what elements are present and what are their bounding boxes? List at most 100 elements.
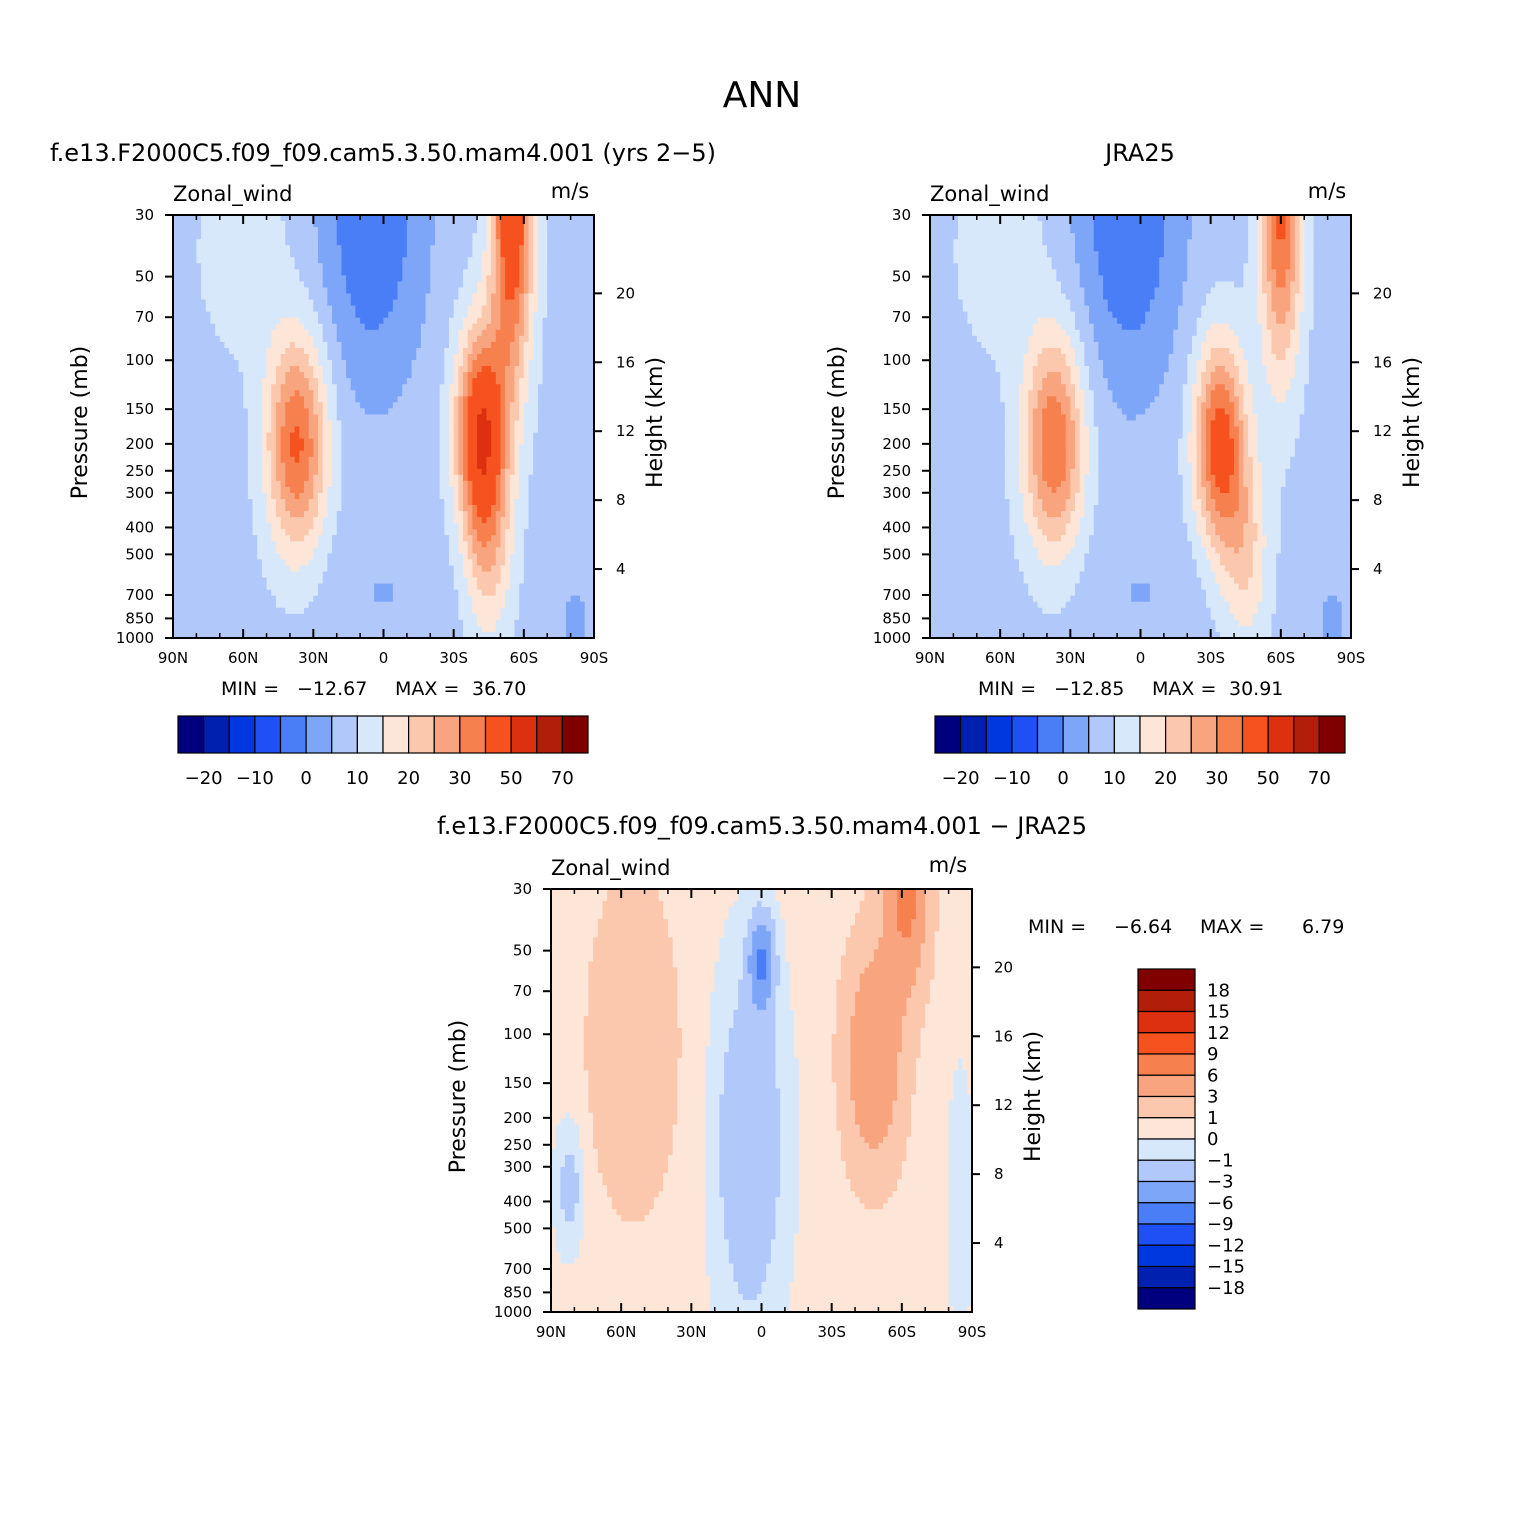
contour-cell xyxy=(360,239,365,246)
contour-cell xyxy=(454,330,459,337)
contour-cell xyxy=(426,306,431,313)
contour-cell xyxy=(412,233,417,240)
contour-cell xyxy=(505,336,510,343)
contour-cell xyxy=(430,269,435,276)
contour-cell xyxy=(224,306,229,313)
contour-cell xyxy=(304,306,309,313)
contour-cell xyxy=(351,233,356,240)
contour-cell xyxy=(543,269,548,276)
contour-cell xyxy=(290,312,295,319)
contour-cell xyxy=(337,275,342,282)
contour-cell xyxy=(454,300,459,307)
contour-cell xyxy=(262,336,267,343)
contour-cell xyxy=(491,245,496,252)
contour-cell xyxy=(215,281,220,288)
contour-cell xyxy=(500,342,505,349)
contour-cell xyxy=(510,342,515,349)
contour-cell xyxy=(253,288,258,295)
contour-cell xyxy=(440,342,445,349)
contour-cell xyxy=(234,275,239,282)
contour-cell xyxy=(215,348,220,355)
contour-cell xyxy=(412,342,417,349)
contour-cell xyxy=(463,257,468,264)
contour-cell xyxy=(224,342,229,349)
contour-cell xyxy=(384,275,389,282)
contour-cell xyxy=(566,312,571,319)
contour-cell xyxy=(238,348,243,355)
contour-cell xyxy=(468,245,473,252)
contour-cell xyxy=(337,239,342,246)
contour-cell xyxy=(243,324,248,331)
contour-cell xyxy=(309,245,314,252)
contour-cell xyxy=(580,342,585,349)
contour-cell xyxy=(477,318,482,325)
contour-cell xyxy=(402,336,407,343)
contour-cell xyxy=(566,318,571,325)
contour-cell xyxy=(182,257,187,264)
contour-cell xyxy=(468,227,473,234)
contour-cell xyxy=(379,300,384,307)
contour-cell xyxy=(365,294,370,301)
contour-cell xyxy=(440,281,445,288)
contour-cell xyxy=(257,336,262,343)
contour-cell xyxy=(262,312,267,319)
contour-cell xyxy=(318,294,323,301)
contour-field xyxy=(173,215,595,639)
contour-cell xyxy=(486,312,491,319)
contour-cell xyxy=(295,221,300,228)
contour-cell xyxy=(215,275,220,282)
contour-cell xyxy=(421,269,426,276)
contour-cell xyxy=(267,324,272,331)
contour-cell xyxy=(365,306,370,313)
contour-cell xyxy=(248,275,253,282)
contour-cell xyxy=(285,257,290,264)
contour-cell xyxy=(529,288,534,295)
contour-cell xyxy=(585,318,590,325)
contour-cell xyxy=(271,281,276,288)
contour-cell xyxy=(224,330,229,337)
contour-cell xyxy=(379,257,384,264)
contour-cell xyxy=(267,294,272,301)
contour-cell xyxy=(267,239,272,246)
contour-cell xyxy=(468,275,473,282)
contour-cell xyxy=(524,288,529,295)
contour-cell xyxy=(557,269,562,276)
contour-cell xyxy=(374,233,379,240)
contour-cell xyxy=(500,318,505,325)
contour-cell xyxy=(220,251,225,258)
contour-cell xyxy=(332,318,337,325)
contour-cell xyxy=(206,342,211,349)
contour-cell xyxy=(224,275,229,282)
contour-cell xyxy=(472,306,477,313)
contour-cell xyxy=(295,318,300,325)
contour-cell xyxy=(580,275,585,282)
contour-cell xyxy=(285,348,290,355)
contour-cell xyxy=(580,269,585,276)
contour-cell xyxy=(538,318,543,325)
contour-cell xyxy=(519,294,524,301)
contour-cell xyxy=(318,318,323,325)
contour-cell xyxy=(234,306,239,313)
contour-cell xyxy=(196,318,201,325)
contour-cell xyxy=(552,251,557,258)
contour-cell xyxy=(215,342,220,349)
contour-cell xyxy=(407,318,412,325)
contour-cell xyxy=(486,263,491,270)
contour-cell xyxy=(416,312,421,319)
contour-cell xyxy=(369,269,374,276)
contour-cell xyxy=(435,312,440,319)
contour-cell xyxy=(561,281,566,288)
contour-cell xyxy=(295,336,300,343)
contour-cell xyxy=(454,306,459,313)
contour-cell xyxy=(201,324,206,331)
contour-cell xyxy=(458,294,463,301)
contour-cell xyxy=(510,275,515,282)
contour-cell xyxy=(304,324,309,331)
contour-cell xyxy=(196,263,201,270)
contour-cell xyxy=(430,312,435,319)
contour-cell xyxy=(519,245,524,252)
contour-cell xyxy=(271,263,276,270)
contour-cell xyxy=(444,300,449,307)
contour-cell xyxy=(514,221,519,228)
contour-cell xyxy=(435,239,440,246)
